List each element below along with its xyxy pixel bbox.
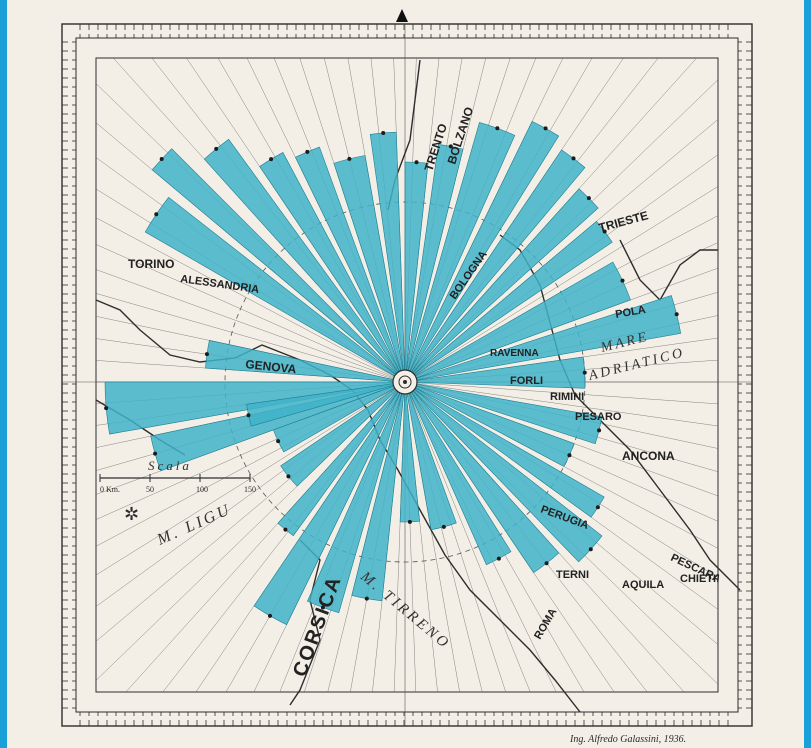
wedge-dot-14 — [621, 279, 625, 283]
wedge-dot-26 — [442, 525, 446, 529]
label-ancona: ANCONA — [622, 449, 675, 463]
wedge-dot-7 — [415, 160, 419, 164]
label-aquila: AQUILA — [622, 579, 664, 591]
wedge-dot-31 — [283, 528, 287, 532]
scale-tick-2: 100 — [196, 485, 208, 494]
label-ravenna: RAVENNA — [490, 348, 539, 359]
label-chieti: CHIETI — [680, 573, 716, 585]
wedge-dot-27 — [408, 520, 412, 524]
wedge-dot-16 — [583, 371, 587, 375]
wedge-dot-22 — [596, 505, 600, 509]
wedge-dot-18 — [153, 452, 157, 456]
wedge-dot-30 — [268, 614, 272, 618]
wedge-dot-25 — [497, 557, 501, 561]
wedge-dot-23 — [589, 547, 593, 551]
wedge-dot-17 — [104, 406, 108, 410]
wedge-dot-15 — [675, 312, 679, 316]
wedge-dot-5 — [347, 157, 351, 161]
wedge-dot-34 — [246, 413, 250, 417]
wedge-dot-2 — [214, 147, 218, 151]
label-terni: TERNI — [556, 569, 589, 581]
wedge-dot-33 — [276, 439, 280, 443]
wedge-dot-3 — [269, 157, 273, 161]
label-rimini: RIMINI — [550, 391, 584, 403]
wedge-dot-21 — [567, 453, 571, 457]
wedge-dot-4 — [305, 150, 309, 154]
label-pesaro: PESARO — [575, 411, 622, 423]
wedge-dot-6 — [381, 131, 385, 135]
wedge-dot-10 — [544, 126, 548, 130]
signature: Ing. Alfredo Galassini, 1936. — [569, 734, 686, 745]
wedge-dot-12 — [587, 196, 591, 200]
wedge-dot-19 — [205, 352, 209, 356]
scale-tick-0: 0 Km. — [100, 485, 120, 494]
scale-tick-3: 150 — [244, 485, 256, 494]
windrose-icon: ✲ — [124, 504, 139, 524]
label-forli: FORLI — [510, 375, 543, 387]
wedge-dot-20 — [597, 428, 601, 432]
scale-title: Scala — [148, 458, 192, 473]
wedge-dot-0 — [154, 212, 158, 216]
scale-tick-1: 50 — [146, 485, 154, 494]
wedge-dot-1 — [160, 157, 164, 161]
wedge-dot-24 — [545, 561, 549, 565]
wedge-dot-28 — [365, 597, 369, 601]
wedge-dot-32 — [286, 474, 290, 478]
center-compass — [393, 370, 417, 394]
wedge-dot-11 — [572, 156, 576, 160]
label-torino: TORINO — [128, 257, 174, 271]
wedge-dot-9 — [495, 126, 499, 130]
